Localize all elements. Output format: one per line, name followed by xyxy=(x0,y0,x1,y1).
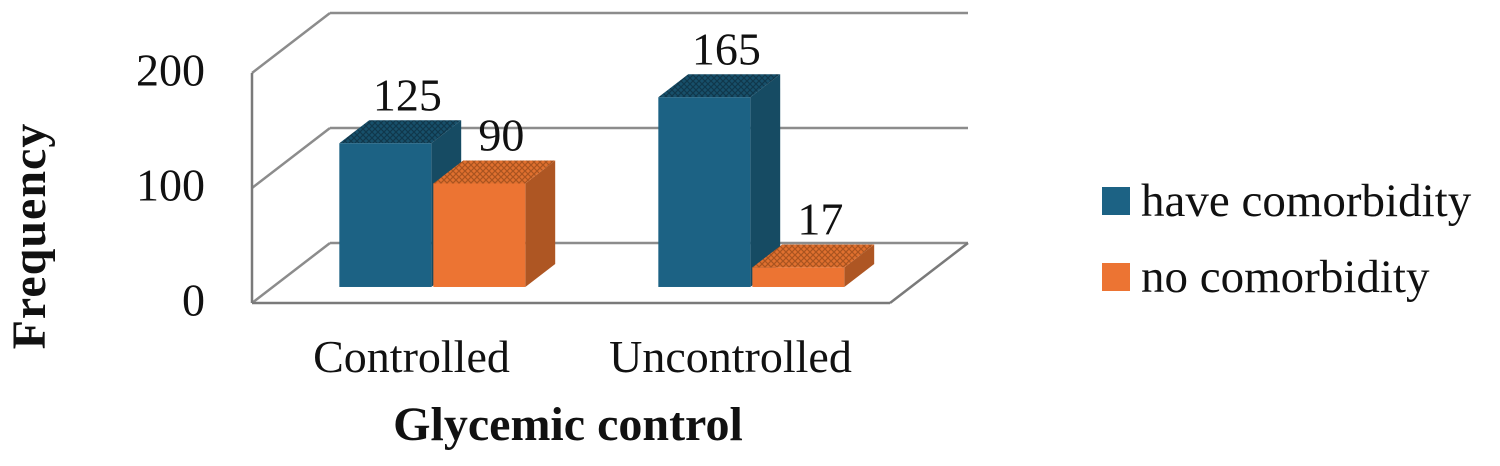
y-axis-title: Frequency xyxy=(3,122,56,350)
legend: have comorbidity no comorbidity xyxy=(1102,175,1472,339)
bar-have-comorbidity-controlled xyxy=(339,143,432,287)
gridline-connector-100 xyxy=(251,127,331,189)
bar-no-comorbidity-controlled xyxy=(433,183,526,287)
gridline-connector-0 xyxy=(251,242,331,304)
bar-top-have-comorbidity-uncontrolled xyxy=(658,74,781,98)
legend-swatch-no-comorbidity-icon xyxy=(1102,263,1130,291)
legend-label-no-comorbidity: no comorbidity xyxy=(1141,251,1430,303)
bar-side-no-comorbidity-uncontrolled xyxy=(844,244,875,287)
y-tick-label-200: 200 xyxy=(136,45,205,96)
x-category-label-uncontrolled: Uncontrolled xyxy=(609,331,852,382)
data-label-have-comorbidity-uncontrolled: 165 xyxy=(692,23,761,74)
gridline-connector-200 xyxy=(251,12,331,74)
data-label-have-comorbidity-controlled: 125 xyxy=(373,69,442,120)
data-label-no-comorbidity-uncontrolled: 17 xyxy=(797,193,843,244)
legend-item-have-comorbidity: have comorbidity xyxy=(1102,175,1472,227)
bar-top-no-comorbidity-uncontrolled xyxy=(752,244,875,268)
y-tick-label-100: 100 xyxy=(136,160,205,211)
bar-side-no-comorbidity-controlled xyxy=(525,160,556,287)
bar-top-have-comorbidity-controlled xyxy=(339,120,462,144)
data-label-no-comorbidity-controlled: 90 xyxy=(478,110,524,161)
legend-item-no-comorbidity: no comorbidity xyxy=(1102,251,1471,303)
bar-have-comorbidity-uncontrolled xyxy=(658,97,751,287)
x-axis-title: Glycemic control xyxy=(393,398,743,451)
bar-top-no-comorbidity-controlled xyxy=(433,160,556,184)
floor-right-edge xyxy=(889,242,969,304)
bar-no-comorbidity-uncontrolled xyxy=(752,267,845,287)
bar-side-have-comorbidity-uncontrolled xyxy=(750,74,781,287)
legend-swatch-have-comorbidity-icon xyxy=(1102,187,1130,215)
legend-label-have-comorbidity: have comorbidity xyxy=(1141,175,1472,227)
x-category-label-controlled: Controlled xyxy=(313,331,510,382)
y-tick-label-0: 0 xyxy=(182,275,205,326)
